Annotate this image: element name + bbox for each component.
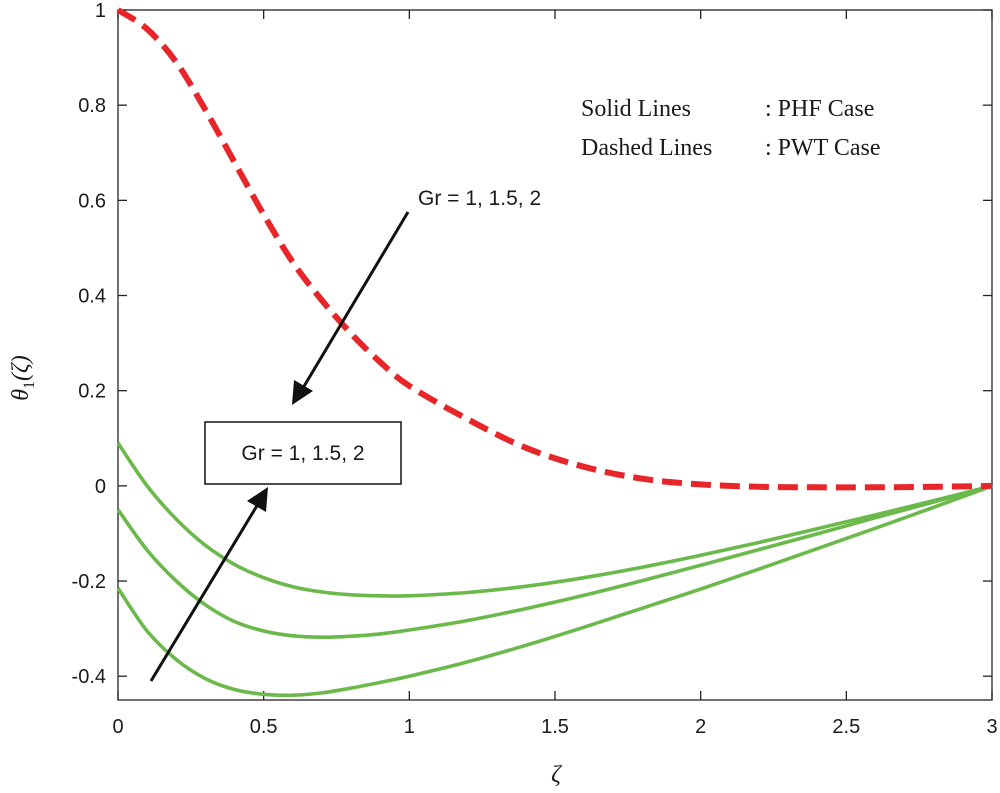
x-tick-label: 0.5: [250, 716, 278, 738]
x-axis-ticks: 0 0.5 1 1.5 2 2.5 3: [112, 10, 998, 738]
legend-dashed-label: Dashed Lines: [581, 135, 712, 161]
y-tick-label: 0.4: [78, 286, 106, 308]
y-tick-label: -0.2: [72, 571, 106, 593]
y-tick-label: 1: [95, 0, 106, 22]
series-line-phf-solid-3: [116, 484, 993, 698]
x-tick-label: 1: [404, 716, 415, 738]
arrow-up-shaft: [149, 503, 260, 682]
arrow-down-head: [292, 380, 313, 405]
series-line-phf-solid-1: [116, 441, 993, 598]
annotation-box: [204, 421, 402, 485]
legend-dashed-desc: : PWT Case: [765, 135, 881, 161]
arrow-annotation-box: Gr = 1, 1.5, 2: [241, 442, 364, 465]
y-tick-label: -0.4: [72, 666, 106, 688]
y-tick-label: 0.6: [78, 190, 106, 212]
y-axis-label-main: θ: [8, 389, 34, 401]
y-axis-label-subscript: 1: [21, 381, 38, 389]
y-axis-label: θ1(ζ): [8, 355, 38, 401]
arrow-annotation-top: Gr = 1, 1.5, 2: [418, 187, 541, 210]
y-tick-label: 0.8: [78, 95, 106, 117]
x-tick-label: 3: [986, 716, 997, 738]
legend-solid-label: Solid Lines: [581, 96, 691, 122]
x-tick-label: 2.5: [832, 716, 860, 738]
arrow-up-head: [247, 487, 268, 512]
legend-solid-desc: : PHF Case: [765, 96, 874, 122]
y-tick-label: 0.2: [78, 381, 106, 403]
series-layer: [116, 7, 993, 698]
arrow-down-shaft: [301, 211, 410, 389]
y-axis-ticks: -0.4 -0.2 0 0.2 0.4 0.6 0.8 1: [72, 0, 992, 688]
y-tick-label: 0: [95, 476, 106, 498]
y-axis-label-argument: (ζ): [8, 355, 34, 381]
series-line-phf-solid-2: [116, 484, 993, 640]
x-axis-label: ζ: [551, 762, 563, 788]
x-tick-label: 0: [112, 716, 123, 738]
x-tick-label: 2: [695, 716, 706, 738]
series-line-pwt-dashed: [116, 7, 993, 491]
x-tick-label: 1.5: [541, 716, 569, 738]
